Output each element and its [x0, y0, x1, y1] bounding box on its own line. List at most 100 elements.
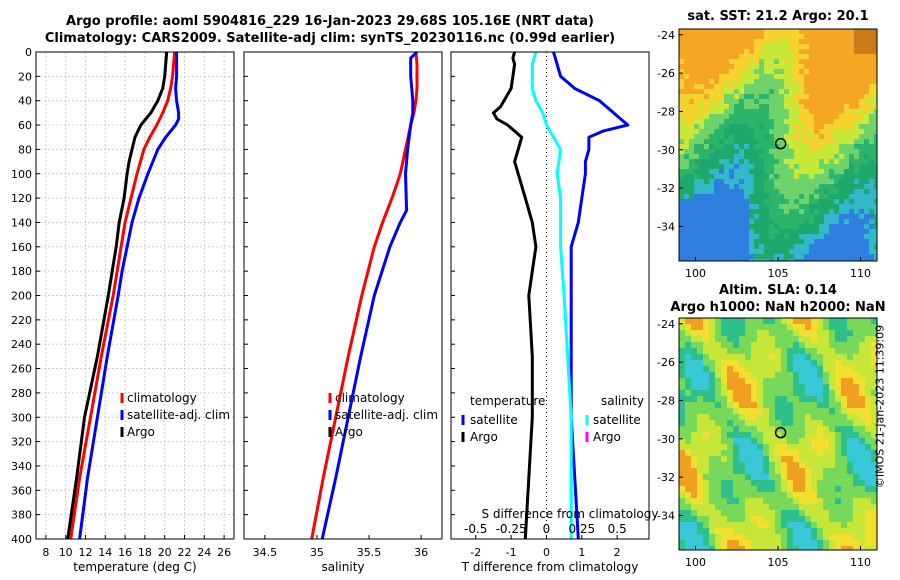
sst-map-xtick-label: 100: [685, 267, 706, 280]
sla-map-raster: [679, 318, 877, 550]
difference-xtick-label: 2: [614, 546, 621, 559]
y-tick-label: 320: [11, 436, 32, 449]
temperature-legend-label: satellite-adj. clim: [127, 408, 230, 422]
temperature-xtick-label: 8: [42, 546, 49, 559]
sst-map-ytick-label: -26: [657, 67, 675, 80]
sla-map-ytick-label: -30: [657, 433, 675, 446]
y-tick-label: 400: [11, 533, 32, 546]
sla-map-ytick-label: -24: [657, 318, 675, 331]
difference-series-t-satellite: [552, 51, 630, 540]
salinity-legend-label: climatology: [335, 391, 405, 405]
temperature-legend-label: Argo: [127, 425, 155, 439]
temperature-legend-label: climatology: [127, 391, 197, 405]
temperature-xtick-label: 14: [98, 546, 112, 559]
sla-map-ytick-label: -26: [657, 356, 675, 369]
sla-map-ytick-label: -34: [657, 509, 675, 522]
temperature-xtick-label: 18: [138, 546, 152, 559]
temperature-xtick-label: 22: [178, 546, 192, 559]
difference-xlabel: T difference from climatology: [461, 560, 639, 574]
y-tick-label: 140: [11, 216, 32, 229]
y-tick-label: 0: [25, 46, 32, 59]
temperature-series-satellite-adj-clim: [78, 52, 181, 540]
y-tick-label: 160: [11, 241, 32, 254]
temperature-series-climatology: [69, 51, 177, 540]
sst-map-ytick-label: -24: [657, 29, 675, 42]
main-title-line2: Climatology: CARS2009. Satellite-adj cli…: [44, 31, 616, 46]
main-title-line1: Argo profile: aoml 5904816_229 16-Jan-20…: [66, 14, 594, 29]
sla-map-xtick-label: 100: [685, 556, 706, 569]
difference-s-axis-label: S difference from climatology: [482, 507, 659, 521]
legend-left-label: satellite: [470, 413, 518, 427]
legend-salinity-title: salinity: [601, 394, 644, 408]
y-tick-label: 220: [11, 314, 32, 327]
sla-argo-position-marker: [774, 426, 787, 439]
salinity-xtick-label: 36: [414, 546, 428, 559]
legend-right-label: satellite: [593, 413, 641, 427]
salinity-panel: 34.5 35 35.5 36 salinity climatology satellite…: [243, 50, 443, 574]
temperature-xlabel: temperature (deg C): [73, 560, 196, 574]
sst-map-xtick-label: 105: [768, 267, 789, 280]
y-tick-label: 200: [11, 290, 32, 303]
difference-series-t-argo: [491, 51, 538, 540]
imos-timestamp: ©IMOS 21-Jan-2023 11:39:09: [873, 324, 887, 489]
y-tick-label: 260: [11, 363, 32, 376]
temperature-xtick-label: 12: [79, 546, 93, 559]
temperature-series-argo: [66, 51, 169, 540]
temperature-panel: 8 10 12 14 16 18 20 22 24 26020406080100120140160…: [11, 46, 235, 574]
sla-map-xtick-label: 105: [768, 556, 789, 569]
y-tick-label: 20: [18, 70, 32, 83]
difference-plot-area: [451, 52, 649, 539]
temperature-xtick-label: 10: [59, 546, 73, 559]
y-tick-label: 180: [11, 265, 32, 278]
sst-map-panel: 100 105 110 -24 -26 -28 -30 -32 -34: [657, 28, 878, 280]
salinity-legend-label: satellite-adj. clim: [335, 408, 438, 422]
temperature-xtick-label: 26: [217, 546, 231, 559]
y-tick-label: 240: [11, 338, 32, 351]
sst-map-raster: [679, 29, 877, 261]
salinity-xtick-label: 35: [310, 546, 324, 559]
y-tick-label: 280: [11, 387, 32, 400]
salinity-legend-label: Argo: [335, 425, 363, 439]
salinity-xtick-label: 35.5: [357, 546, 382, 559]
difference-s-tick-label: -0.5: [464, 522, 487, 536]
y-tick-label: 380: [11, 509, 32, 522]
y-tick-label: 100: [11, 168, 32, 181]
sst-map-ytick-label: -30: [657, 144, 675, 157]
y-tick-label: 340: [11, 460, 32, 473]
sla-map-ytick-label: -32: [657, 471, 675, 484]
y-tick-label: 120: [11, 192, 32, 205]
legend-left-label: Argo: [470, 430, 498, 444]
salinity-xlabel: salinity: [321, 560, 364, 574]
sst-argo-position-marker: [774, 137, 787, 150]
y-tick-label: 60: [18, 119, 32, 132]
difference-xtick-label: -1: [506, 546, 517, 559]
difference-xtick-label: 0: [543, 546, 550, 559]
sst-map-ytick-label: -34: [657, 220, 675, 233]
difference-s-tick-label: 0.5: [608, 522, 627, 536]
legend-temperature-title: temperature: [470, 394, 545, 408]
temperature-xtick-label: 16: [118, 546, 132, 559]
difference-s-tick-label: -0.25: [496, 522, 527, 536]
sla-map-title-line2: Argo h1000: NaN h2000: NaN: [670, 300, 886, 315]
sst-map-ytick-label: -32: [657, 182, 675, 195]
sla-map-xtick-label: 110: [850, 556, 871, 569]
salinity-series-climatology: [310, 51, 419, 540]
sst-map-ytick-label: -28: [657, 105, 675, 118]
difference-s-tick-label: 0: [543, 522, 551, 536]
difference-series-s-satellite: [530, 51, 573, 539]
y-tick-label: 40: [18, 95, 32, 108]
y-tick-label: 360: [11, 484, 32, 497]
sst-map-title: sat. SST: 21.2 Argo: 20.1: [687, 9, 869, 24]
sla-map-title-line1: Altim. SLA: 0.14: [719, 283, 837, 298]
sst-map-xtick-label: 110: [850, 267, 871, 280]
temperature-xtick-label: 20: [158, 546, 172, 559]
sla-map-ytick-label: -28: [657, 394, 675, 407]
temperature-xtick-label: 24: [197, 546, 211, 559]
difference-xtick-label: 1: [578, 546, 585, 559]
y-tick-label: 80: [18, 143, 32, 156]
difference-s-tick-label: 0.25: [568, 522, 595, 536]
salinity-series-satellite-adj-clim: [320, 50, 419, 540]
difference-xtick-label: -2: [470, 546, 481, 559]
y-tick-label: 300: [11, 411, 32, 424]
